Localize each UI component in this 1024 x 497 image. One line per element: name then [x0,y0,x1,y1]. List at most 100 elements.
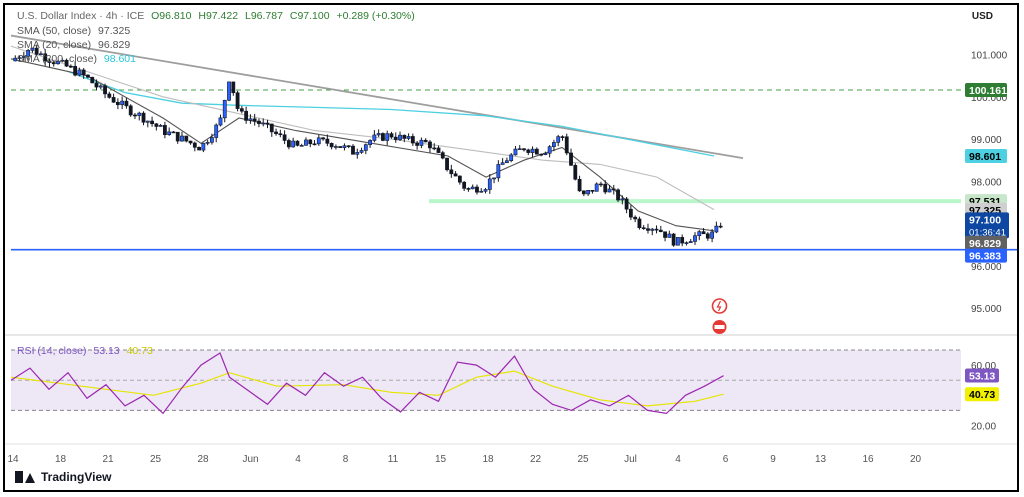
candle-body [496,164,501,179]
candle-body [291,140,296,148]
sma50-line [10,45,715,211]
rsi-value-tag-bg [965,368,999,383]
candle-body [26,50,31,57]
candle-body [13,57,18,62]
currency-label[interactable]: USD [971,11,993,22]
candle-body [385,133,390,141]
candle-body [714,225,719,233]
candle-body [423,139,428,143]
candle-body [235,92,240,109]
candle-body [611,188,616,191]
candle-body [462,181,467,189]
sma200-line [67,70,715,157]
candle-body [163,125,167,135]
candle-body [445,157,449,171]
resistance-zone [429,199,961,204]
lightning-bolt-icon [716,300,722,312]
price-tick-label: 96.000 [971,262,1002,273]
tradingview-branding[interactable]: TradingView [15,470,111,484]
time-tick-label: 15 [435,454,447,465]
resistance-price-tag-bg [965,83,1007,98]
time-tick-label: 6 [723,454,729,465]
candle-body [124,100,129,107]
sma200-legend[interactable]: SMA (200, close) 98.601 [17,53,136,65]
candle-body [282,134,287,141]
candle-body [17,57,22,59]
candle-body [274,131,278,135]
us-flag-stripe-icon [714,325,725,329]
candle-body [415,142,420,146]
sma20-legend[interactable]: SMA (20, close) 96.829 [17,39,130,51]
candle-body [398,134,402,140]
low-value: L96.787 [244,10,283,22]
rsi-label: RSI (14, close) [17,345,87,357]
time-tick-label: 14 [7,454,19,465]
candle-body [30,47,35,51]
candle-body [222,99,227,119]
candle-body [86,74,90,78]
candle-body [192,142,197,148]
candle-body [710,231,715,239]
sma20-price-tag: 96.829 [969,238,1001,250]
candle-body [325,138,330,144]
candle-body [120,100,125,106]
rsi-ma-value-tag-bg [965,387,999,402]
candle-body [475,186,479,193]
candle-body [43,53,48,62]
candle-body [355,152,360,155]
candle-body [359,150,364,153]
candle-body [248,118,253,121]
candle-body [351,145,355,155]
candle-body [586,190,591,195]
candle-body [628,208,633,218]
candle-body [145,120,150,123]
candle-body [252,118,257,122]
candle-body [316,137,321,145]
time-tick-label: 18 [55,454,67,465]
change-value: +0.289 (+0.30%) [336,10,415,22]
candle-body [569,152,573,166]
candle-body [363,144,368,151]
candle-body [346,145,351,148]
sma20-label: SMA (20, close) [17,39,92,51]
candle-body [278,133,283,136]
candle-body [368,140,373,145]
candle-body [376,133,381,136]
candle-body [718,225,723,228]
rsi-value: 53.13 [93,345,120,357]
candle-body [111,97,116,103]
candle-body [624,198,629,210]
candle-body [410,136,415,144]
candle-body [167,131,172,135]
candle-body [479,190,484,193]
sma50-legend[interactable]: SMA (50, close) 97.325 [17,25,130,37]
rsi-legend[interactable]: RSI (14, close) 53.13 40.73 [17,345,153,357]
chart-frame: 101.000 100.000 99.000 98.000 96.000 95.000 60… [3,3,1019,492]
candle-body [321,137,325,140]
candle-body [500,162,505,165]
candle-body [171,131,176,134]
candle-body [175,131,180,142]
time-tick-label: Jul [624,454,637,465]
candle-body [599,183,603,186]
symbol-title[interactable]: U.S. Dollar Index · 4h · ICE [17,10,145,22]
candle-body [633,216,638,220]
candle-body [90,76,95,84]
sma20-line [10,58,715,232]
candle-body [581,190,586,195]
close-value: C97.100 [289,10,330,22]
time-tick-label: 20 [910,454,922,465]
sma50-value: 97.325 [98,25,131,37]
candle-body [693,235,697,242]
rsi-ma-value: 40.73 [126,345,153,357]
candle-body [244,110,249,121]
candle-body [141,112,146,123]
last-price-tag: 97.100 [969,214,1001,226]
candle-body [539,153,544,156]
candle-body [47,60,52,63]
chart-canvas[interactable]: 101.000100.00099.00098.00096.00095.00060… [5,5,1017,490]
candle-body [299,145,304,147]
candle-body [107,93,112,98]
sma50-label: SMA (50, close) [17,25,92,37]
candle-body [308,139,313,145]
